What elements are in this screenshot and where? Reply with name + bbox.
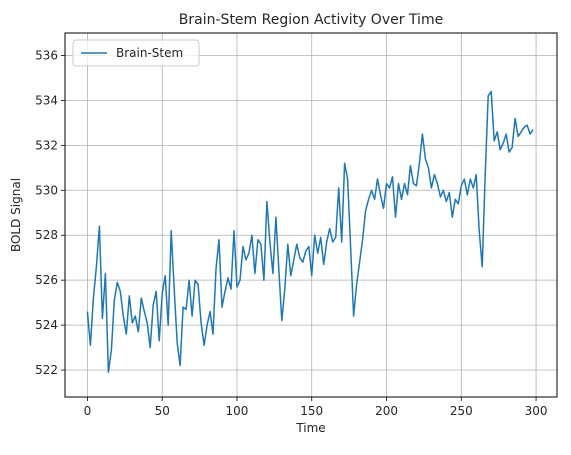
- grid: [65, 33, 557, 397]
- y-tick-label: 536: [35, 48, 58, 62]
- legend: Brain-Stem: [72, 39, 200, 67]
- x-tick-label: 100: [226, 404, 249, 418]
- legend-label: Brain-Stem: [116, 46, 183, 60]
- y-tick-label: 532: [35, 138, 58, 152]
- x-tick-label: 50: [155, 404, 170, 418]
- x-tick-label: 150: [300, 404, 323, 418]
- plot-frame: [64, 32, 558, 398]
- chart-title: Brain-Stem Region Activity Over Time: [179, 12, 443, 28]
- x-tick-label: 300: [525, 404, 548, 418]
- y-tick-label: 522: [35, 363, 58, 377]
- y-tick-label: 534: [35, 93, 58, 107]
- y-axis: 522 524 526 528 530 532 534 536: [35, 48, 65, 377]
- y-tick-label: 526: [35, 273, 58, 287]
- y-tick-label: 530: [35, 183, 58, 197]
- y-tick-label: 524: [35, 318, 58, 332]
- y-axis-label: BOLD Signal: [9, 178, 23, 252]
- legend-box: [72, 39, 200, 67]
- x-axis: 0 50 100 150 200 250 300: [84, 397, 548, 418]
- series-layer: [86, 90, 534, 374]
- y-tick-label: 528: [35, 228, 58, 242]
- x-axis-label: Time: [295, 421, 325, 435]
- x-tick-label: 250: [450, 404, 473, 418]
- series-line-brain-stem: [86, 90, 534, 374]
- x-tick-label: 200: [375, 404, 398, 418]
- x-tick-label: 0: [84, 404, 92, 418]
